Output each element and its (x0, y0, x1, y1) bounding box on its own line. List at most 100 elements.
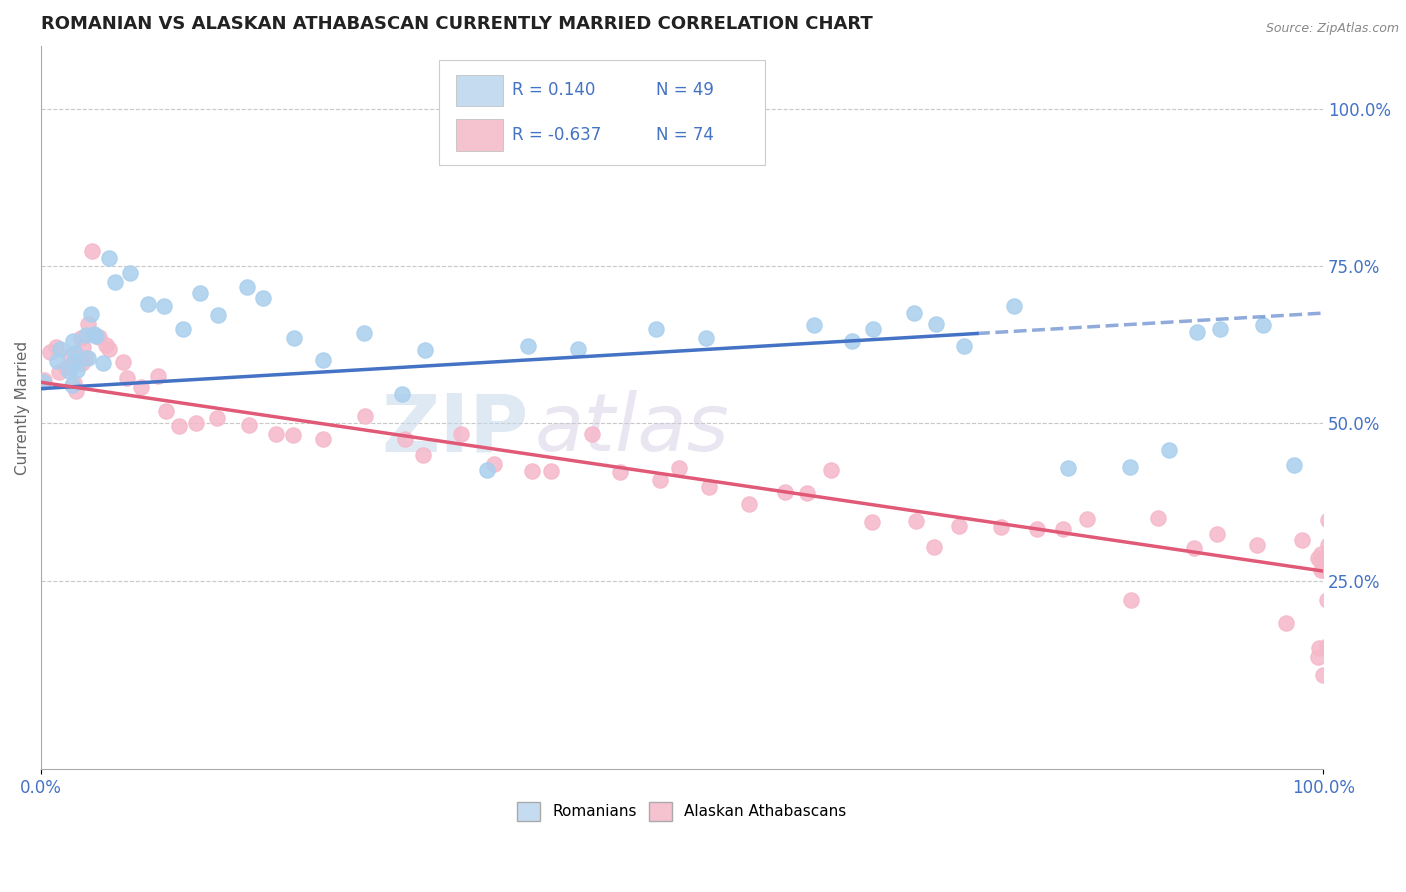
Point (1282, 458, 1305, 472)
Point (820, 462, 842, 476)
Point (648, 473, 671, 487)
Point (136, 297, 159, 311)
Point (773, 484, 796, 499)
FancyBboxPatch shape (439, 60, 765, 165)
Point (111, 355, 134, 369)
Point (59, 349, 82, 363)
Point (1316, 513, 1339, 527)
Point (609, 465, 631, 479)
Point (1208, 322, 1230, 336)
Point (55, 360, 77, 375)
Point (120, 266, 142, 280)
Point (1147, 511, 1170, 525)
Point (1309, 547, 1331, 561)
Text: ZIP: ZIP (381, 390, 529, 468)
Point (235, 280, 257, 294)
Point (1185, 325, 1208, 339)
Point (391, 386, 413, 401)
Point (1308, 650, 1330, 665)
Point (567, 342, 589, 356)
Point (1312, 667, 1334, 681)
Point (115, 371, 138, 385)
Point (70, 355, 93, 369)
Point (70, 331, 93, 345)
Point (91, 356, 114, 370)
Point (172, 322, 194, 336)
Point (1315, 560, 1337, 574)
Point (89, 329, 111, 343)
Point (990, 520, 1012, 534)
Point (1002, 299, 1025, 313)
Point (76, 351, 98, 365)
Point (312, 432, 335, 446)
Point (1205, 527, 1227, 541)
Point (905, 514, 928, 528)
Point (925, 317, 948, 331)
Point (58, 364, 80, 378)
Point (1291, 533, 1313, 547)
Point (184, 416, 207, 430)
Point (1309, 563, 1331, 577)
Point (1316, 593, 1339, 607)
Point (1274, 615, 1296, 630)
Y-axis label: Currently Married: Currently Married (15, 341, 30, 475)
Point (207, 308, 229, 322)
Point (75, 351, 97, 366)
Point (153, 299, 176, 313)
Point (482, 457, 505, 471)
Point (104, 275, 127, 289)
Point (862, 322, 884, 336)
Point (129, 380, 152, 394)
Point (1119, 593, 1142, 607)
FancyBboxPatch shape (457, 120, 502, 152)
Point (155, 404, 177, 418)
Point (353, 409, 375, 424)
Point (738, 497, 761, 511)
Point (80, 307, 103, 321)
Point (1306, 550, 1329, 565)
Point (66, 363, 89, 377)
Point (1025, 522, 1047, 536)
Point (695, 331, 717, 345)
Point (252, 291, 274, 305)
Point (1317, 539, 1340, 553)
Point (281, 427, 304, 442)
Point (98, 252, 121, 266)
Text: atlas: atlas (534, 390, 730, 468)
Point (62, 354, 84, 368)
Point (1118, 459, 1140, 474)
Point (96, 338, 118, 352)
Point (860, 515, 883, 529)
Point (32, 376, 55, 390)
Point (522, 464, 544, 478)
Point (45, 354, 67, 368)
Point (1246, 538, 1268, 552)
Point (540, 464, 562, 478)
Point (65, 384, 87, 399)
Text: ROMANIAN VS ALASKAN ATHABASCAN CURRENTLY MARRIED CORRELATION CHART: ROMANIAN VS ALASKAN ATHABASCAN CURRENTLY… (41, 15, 873, 33)
Point (48, 342, 70, 356)
Point (1157, 442, 1180, 457)
Point (581, 426, 603, 441)
Point (283, 331, 305, 345)
Point (238, 417, 260, 432)
Text: R = -0.637: R = -0.637 (512, 126, 600, 144)
Point (1251, 318, 1274, 332)
Point (952, 338, 974, 352)
Point (922, 540, 945, 554)
Point (75, 327, 97, 342)
Point (903, 306, 925, 320)
Point (394, 432, 416, 446)
Point (475, 463, 498, 477)
Point (84, 328, 107, 343)
Point (62, 334, 84, 349)
Point (948, 519, 970, 533)
Point (188, 286, 211, 301)
Point (97, 342, 120, 356)
Legend: Romanians, Alaskan Athabascans: Romanians, Alaskan Athabascans (512, 796, 853, 827)
Point (645, 322, 668, 336)
Point (63, 346, 86, 360)
Point (1076, 512, 1098, 526)
Point (1182, 541, 1205, 555)
Point (1316, 640, 1339, 654)
